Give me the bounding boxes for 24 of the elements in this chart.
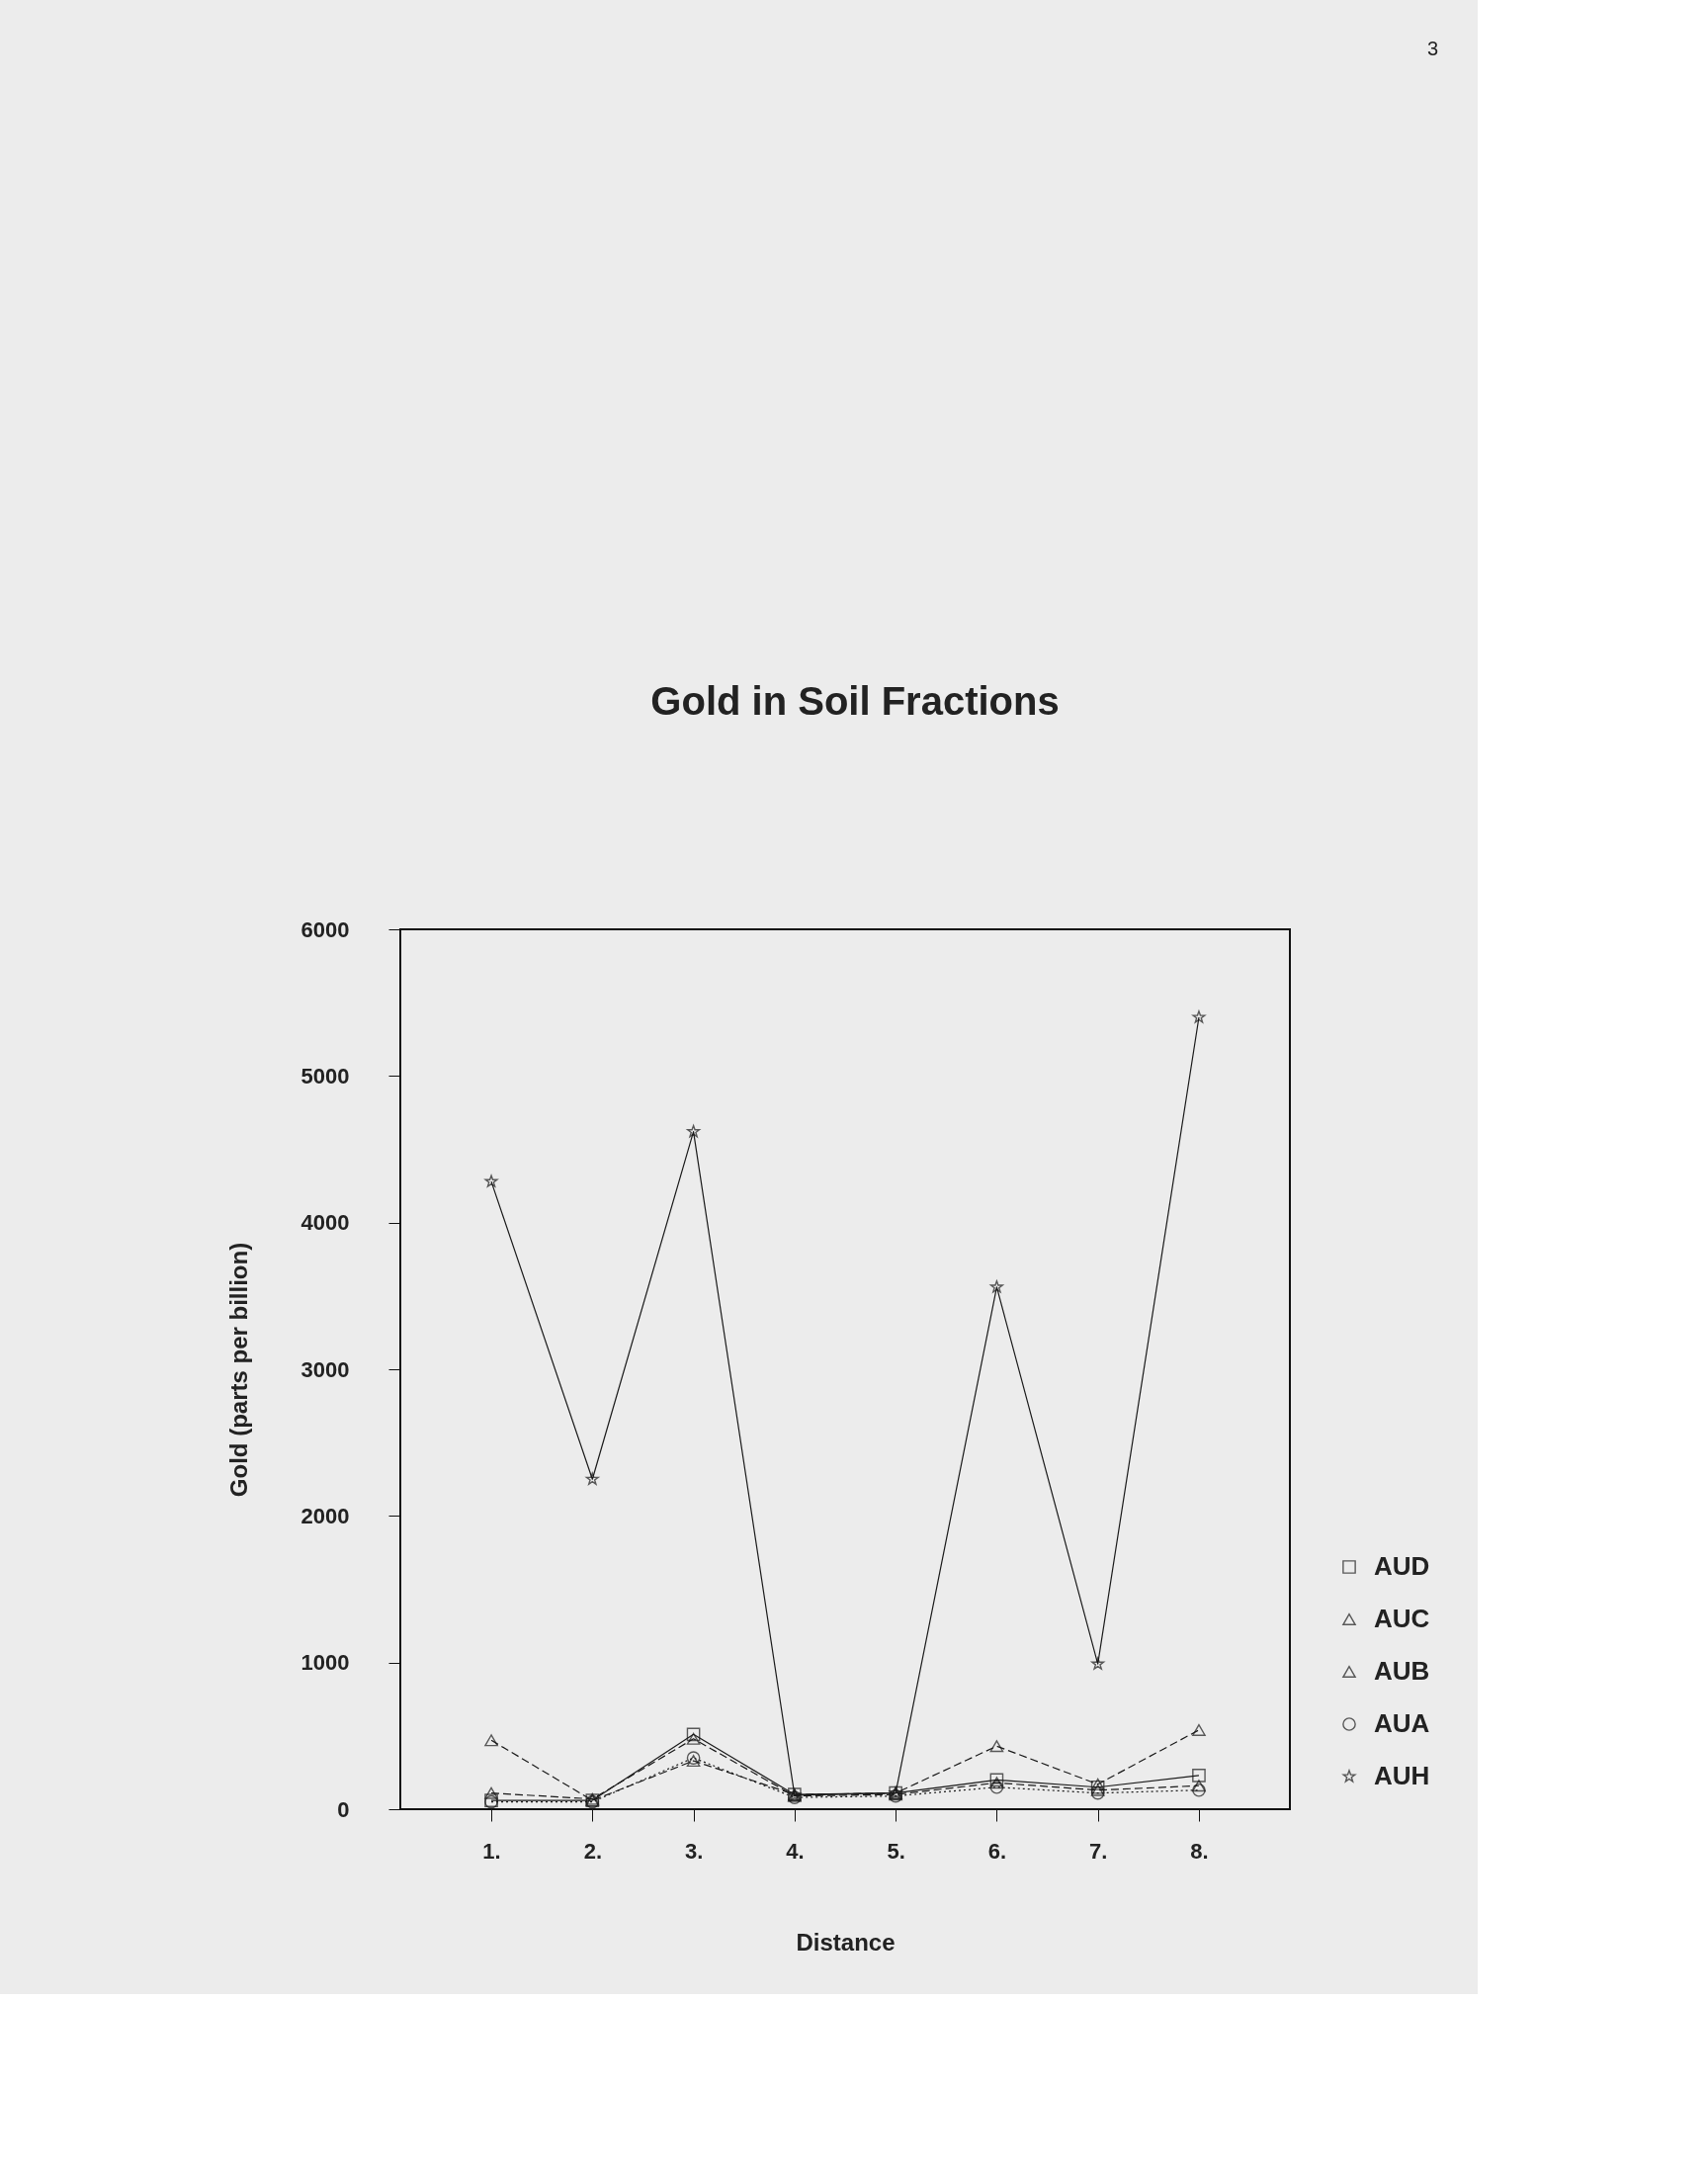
y-axis-title: Gold (parts per billion): [224, 1242, 252, 1498]
y-tick-label: 4000: [300, 1210, 350, 1236]
legend-label: AUB: [1374, 1656, 1430, 1686]
x-tick-label: 3.: [684, 1838, 704, 1864]
legend-label: AUC: [1374, 1604, 1430, 1633]
x-tick-label: 2.: [583, 1838, 602, 1864]
y-tick-label: 6000: [300, 916, 350, 942]
y-tick-label: 1000: [300, 1650, 350, 1676]
y-tick-label: 0: [337, 1796, 350, 1822]
y-tick-label: 3000: [300, 1356, 350, 1382]
x-tick-label: 4.: [786, 1838, 805, 1864]
x-tick-label: 7.: [1089, 1838, 1108, 1864]
legend-label: AUA: [1374, 1708, 1430, 1738]
text: 3: [1426, 38, 1438, 59]
y-tick-label: 5000: [300, 1063, 350, 1088]
x-tick-label: 1.: [482, 1838, 501, 1864]
x-tick-label: 6.: [987, 1838, 1007, 1864]
x-axis-title: Distance: [796, 1928, 896, 1956]
chart-title: Gold in Soil Fractions: [650, 679, 1060, 723]
legend-label: AUH: [1374, 1761, 1430, 1790]
y-tick-label: 2000: [300, 1503, 350, 1528]
legend-label: AUD: [1374, 1551, 1430, 1581]
x-tick-label: 5.: [887, 1838, 905, 1864]
x-tick-label: 8.: [1190, 1838, 1209, 1864]
